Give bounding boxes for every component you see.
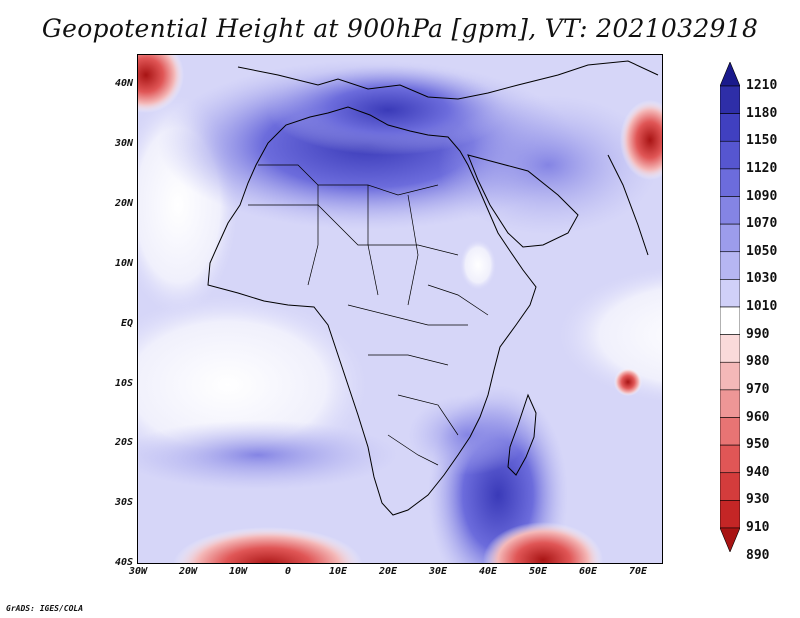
- colorbar-level-label: 1030: [746, 271, 778, 287]
- colorbar-bin: [720, 444, 740, 474]
- coastlines: [207, 60, 659, 516]
- lon-label-20w: 20W: [178, 566, 198, 577]
- colorbar-bin: [720, 113, 740, 142]
- lon-label-70e: 70E: [628, 566, 648, 577]
- colorbar-level-label: 1070: [746, 216, 778, 232]
- lat-label-eq: EQ: [120, 318, 133, 329]
- colorbar-bin: [720, 62, 740, 87]
- europe-coastline: [237, 60, 659, 100]
- colorbar-segments: [720, 62, 740, 552]
- colorbar-bin: [720, 306, 740, 335]
- colorbar-bin: [720, 527, 740, 552]
- colorbar-level-label: 1150: [746, 133, 778, 149]
- map-panel: [137, 54, 663, 564]
- lat-label-10s: 10S: [114, 378, 133, 389]
- lon-label-50e: 50E: [528, 566, 548, 577]
- india-coastline: [607, 154, 649, 256]
- colorbar-level-label: 890: [746, 547, 770, 563]
- lat-label-40n: 40N: [114, 78, 133, 89]
- credit-text: GrADS: IGES/COLA: [6, 604, 84, 613]
- field-indian-ocean-region: [558, 267, 662, 403]
- colorbar-bin: [720, 389, 740, 418]
- low-northwest-corner: [138, 55, 184, 113]
- lon-label-40e: 40E: [478, 566, 498, 577]
- colorbar-level-label: 960: [746, 409, 770, 425]
- lat-label-20n: 20N: [114, 198, 133, 209]
- colorbar-bin: [720, 334, 740, 363]
- low-mascarene-cyclone: [614, 368, 642, 396]
- low-south-indian: [483, 522, 603, 563]
- colorbar-bin: [720, 196, 740, 225]
- height-field-map: [138, 55, 662, 563]
- lon-label-60e: 60E: [578, 566, 598, 577]
- colorbar-bin: [720, 472, 740, 501]
- colorbar-bin: [720, 417, 740, 446]
- lat-label-30n: 30N: [114, 138, 133, 149]
- low-south-atlantic: [173, 527, 363, 563]
- field-mediterranean-high: [268, 65, 508, 155]
- chart-title: Geopotential Height at 900hPa [gpm], VT:…: [41, 14, 759, 43]
- field-arabia-high: [438, 95, 658, 235]
- colorbar-level-label: 980: [746, 354, 770, 370]
- lon-label-0: 0: [284, 566, 292, 577]
- lat-label-40s: 40S: [114, 557, 133, 568]
- lon-label-10w: 10W: [228, 566, 248, 577]
- colorbar-level-label: 940: [746, 464, 770, 480]
- colorbar-level-label: 1210: [746, 78, 778, 93]
- colorbar-bin: [720, 140, 740, 170]
- colorbar-level-label: 930: [746, 492, 770, 508]
- colorbar-bin: [720, 223, 740, 253]
- colorbar-level-label: 970: [746, 381, 770, 397]
- colorbar: [720, 62, 740, 552]
- field-southern-africa-region: [408, 395, 528, 475]
- lon-label-10e: 10E: [328, 566, 348, 577]
- africa-coastline: [207, 106, 537, 516]
- lon-label-20e: 20E: [378, 566, 398, 577]
- lat-label-30s: 30S: [114, 497, 133, 508]
- field-south-atlantic-band: [138, 420, 398, 490]
- colorbar-bin: [720, 500, 740, 529]
- colorbar-bin: [720, 361, 740, 391]
- lat-label-20s: 20S: [114, 437, 133, 448]
- country-borders: [248, 164, 489, 466]
- madagascar-coastline: [507, 393, 537, 476]
- lat-label-10n: 10N: [114, 258, 133, 269]
- colorbar-level-label: 1180: [746, 105, 778, 121]
- low-south-asia: [620, 100, 662, 180]
- colorbar-bin: [720, 279, 740, 308]
- field-ethiopia-region: [460, 240, 496, 290]
- colorbar-level-label: 990: [746, 326, 770, 342]
- colorbar-level-label: 1090: [746, 188, 778, 204]
- colorbar-level-label: 1120: [746, 160, 778, 176]
- colorbar-bin: [720, 251, 740, 280]
- colorbar-bin: [720, 85, 740, 114]
- colorbar-level-label: 910: [746, 520, 770, 535]
- colorbar-level-label: 950: [746, 437, 770, 453]
- colorbar-bin: [720, 168, 740, 197]
- lon-label-30w: 30W: [128, 566, 148, 577]
- lon-label-30e: 30E: [428, 566, 448, 577]
- colorbar-level-label: 1010: [746, 299, 778, 314]
- colorbar-level-label: 1050: [746, 243, 778, 259]
- arabia-coastline: [467, 154, 579, 248]
